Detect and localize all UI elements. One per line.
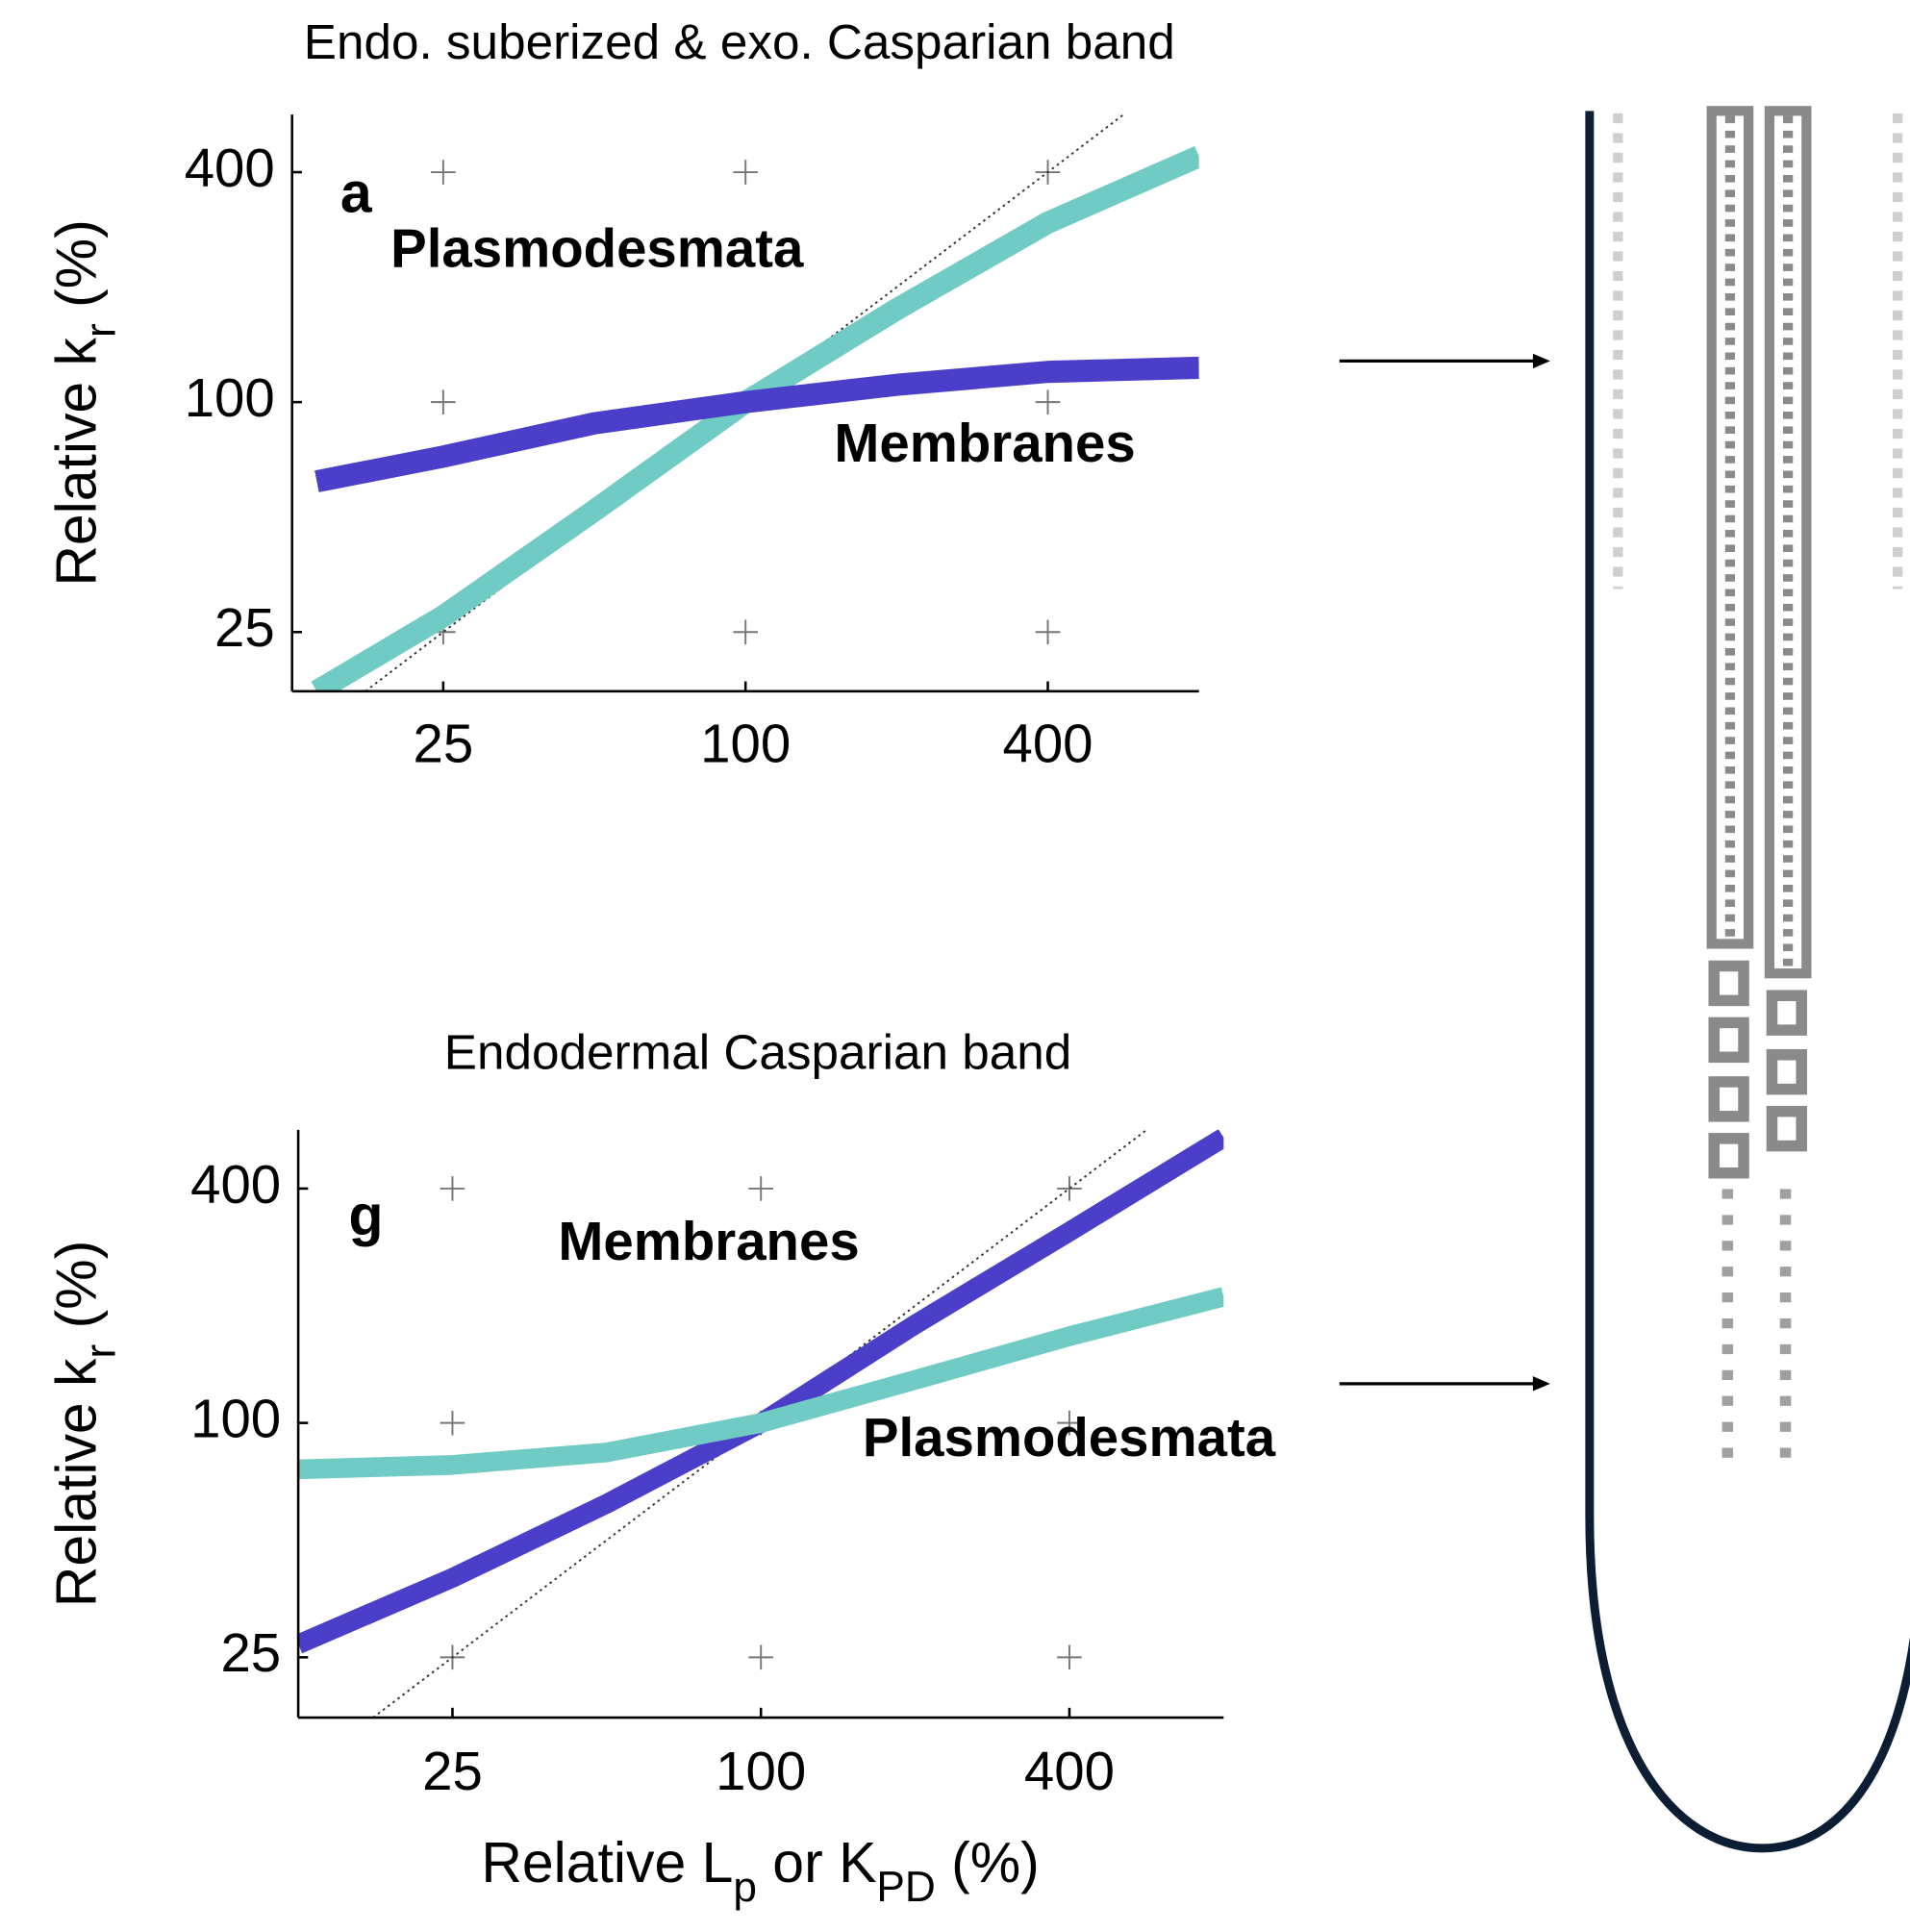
- y-tick-label: 100: [185, 367, 275, 428]
- suberized-column: [1706, 106, 1754, 949]
- x-axis-title-part: PD: [876, 1864, 935, 1911]
- grid-plus: [1035, 389, 1061, 414]
- chart: Endo. suberized & exo. Casparian band Pla…: [45, 14, 1199, 774]
- x-tick-label: 25: [414, 714, 474, 774]
- arrow-head: [1532, 1376, 1550, 1392]
- x-tick-label: 100: [700, 714, 791, 774]
- x-axis-title: Relative Lp or KPD (%): [481, 1832, 1039, 1912]
- chart-title: Endodermal Casparian band: [444, 1025, 1071, 1080]
- x-axis-title-part: (%): [936, 1832, 1040, 1894]
- grid-plus: [1057, 1644, 1082, 1670]
- series-label: Plasmodesmata: [390, 218, 804, 279]
- grid-plus: [748, 1176, 774, 1201]
- x-tick-label: 400: [1002, 714, 1093, 774]
- root-outline: [1585, 111, 1910, 1853]
- series-line: [314, 356, 1199, 492]
- x-tick-label: 400: [1024, 1741, 1115, 1801]
- grid-plus: [1035, 619, 1061, 645]
- suberized-column: [1764, 106, 1812, 979]
- x-tick-label: 25: [422, 1741, 483, 1801]
- x-axis-title-part: or K: [757, 1832, 876, 1894]
- panel-label: a: [340, 163, 373, 225]
- x-axis-title-part: Relative L: [481, 1832, 733, 1894]
- grid-plus: [440, 1176, 465, 1201]
- grid-plus: [1057, 1410, 1082, 1436]
- grid-plus: [748, 1644, 774, 1670]
- series-label: Membranes: [834, 413, 1135, 473]
- reference-line: [372, 1129, 1147, 1719]
- y-tick-label: 100: [190, 1389, 281, 1449]
- casparian-blocks: [1708, 960, 1807, 1179]
- x-tick-label: 100: [716, 1741, 806, 1801]
- grid-plus: [431, 389, 456, 414]
- y-axis-title-part: r: [77, 323, 124, 338]
- arrow-head: [1532, 353, 1550, 369]
- y-axis-title: Relative kr (%): [45, 219, 125, 586]
- y-axis-title-part: r: [77, 1344, 124, 1359]
- y-tick-label: 400: [190, 1154, 281, 1215]
- grid-plus: [733, 160, 758, 185]
- series-line: [298, 1287, 1224, 1480]
- y-tick-label: 400: [185, 138, 275, 198]
- grid-plus: [431, 160, 456, 185]
- series-label: Membranes: [558, 1211, 859, 1271]
- y-axis-title-part: Relative k: [45, 1358, 108, 1607]
- series-label: Plasmodesmata: [863, 1407, 1276, 1468]
- plot-lines: [298, 1129, 1224, 1654]
- y-tick-label: 25: [220, 1622, 281, 1683]
- y-axis-title-part: (%): [45, 1241, 108, 1344]
- chart: Endodermal Casparian band Membranes Plasmo…: [45, 1025, 1276, 1912]
- y-axis-title-part: Relative k: [45, 337, 108, 586]
- plot-lines: [311, 146, 1199, 691]
- y-tick-label: 25: [214, 597, 275, 658]
- grid-plus: [733, 619, 758, 645]
- chart-title: Endo. suberized & exo. Casparian band: [304, 14, 1175, 69]
- grid-plus: [440, 1410, 465, 1436]
- y-axis-title-part: (%): [45, 219, 108, 323]
- panel-label: g: [349, 1185, 384, 1247]
- grid-plus: [1057, 1176, 1082, 1201]
- y-axis-title: Relative kr (%): [45, 1241, 125, 1607]
- x-axis-title-part: p: [733, 1864, 757, 1911]
- root-diagram: [1339, 106, 1910, 1853]
